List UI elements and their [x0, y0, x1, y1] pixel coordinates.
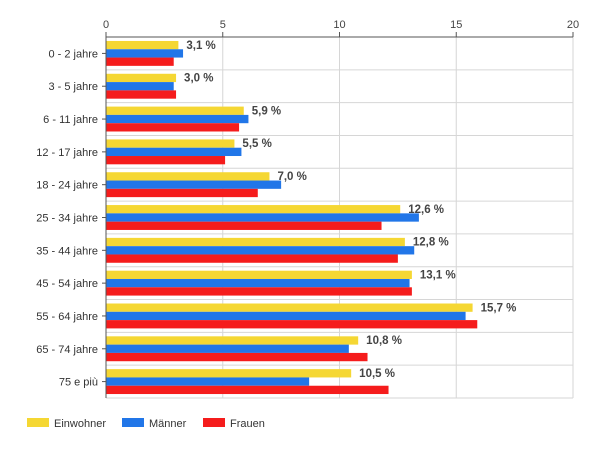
category-label: 12 - 17 jahre	[36, 147, 98, 159]
category-label: 25 - 34 jahre	[36, 213, 98, 225]
data-label: 10,5 %	[359, 368, 395, 380]
axes	[105, 36, 573, 398]
data-labels: 3,1 % 3,0 % 5,9 % 5,5 % 7,0 % 12,6 % 12,8 % 13,…	[184, 40, 516, 380]
bar-einwohner	[106, 73, 177, 83]
bar-männer	[106, 344, 349, 353]
bar-frauen	[106, 385, 389, 395]
legend-swatch-frauen	[203, 418, 225, 427]
bar-männer	[106, 49, 184, 58]
bar-frauen	[106, 123, 240, 132]
x-axis-ticks: 0 5 10 15 20	[103, 19, 579, 37]
bar-frauen	[106, 57, 174, 66]
data-label: 10,8 %	[366, 335, 402, 347]
category-label: 55 - 64 jahre	[36, 311, 98, 323]
bars	[106, 40, 478, 395]
data-label: 5,5 %	[242, 138, 271, 150]
x-tick-label: 15	[450, 19, 462, 31]
x-tick-label: 10	[333, 19, 345, 31]
bar-einwohner	[106, 172, 270, 181]
bar-männer	[106, 311, 466, 321]
legend: Einwohner Männer Frauen	[27, 418, 265, 430]
data-label: 3,0 %	[184, 73, 213, 85]
bar-frauen	[106, 156, 226, 165]
bar-frauen	[106, 287, 412, 296]
category-label: 6 - 11 jahre	[43, 114, 98, 126]
bar-einwohner	[106, 237, 405, 247]
x-tick-label: 0	[103, 19, 109, 31]
bar-männer	[106, 180, 282, 189]
bar-männer	[106, 114, 249, 124]
bar-frauen	[106, 188, 258, 198]
bar-einwohner	[106, 336, 359, 345]
bar-männer	[106, 278, 410, 288]
bar-männer	[106, 82, 174, 91]
category-label: 45 - 54 jahre	[36, 278, 98, 290]
bar-männer	[106, 147, 242, 157]
bar-einwohner	[106, 270, 412, 279]
bar-einwohner	[106, 40, 179, 50]
data-label: 5,9 %	[252, 105, 281, 117]
bar-einwohner	[106, 205, 401, 214]
category-label: 0 - 2 jahre	[48, 48, 98, 60]
legend-label: Einwohner	[54, 418, 106, 430]
bar-männer	[106, 246, 415, 255]
category-label: 65 - 74 jahre	[36, 344, 98, 356]
legend-label: Männer	[149, 418, 187, 430]
bar-einwohner	[106, 139, 235, 148]
data-label: 15,7 %	[481, 302, 517, 314]
bar-einwohner	[106, 106, 244, 115]
data-label: 7,0 %	[277, 171, 306, 183]
bar-männer	[106, 213, 419, 222]
bar-frauen	[106, 90, 177, 99]
x-tick-label: 5	[220, 19, 226, 31]
category-label: 75 e più	[59, 377, 98, 389]
bar-einwohner	[106, 303, 473, 312]
legend-swatch-einwohner	[27, 418, 49, 427]
legend-swatch-männer	[122, 418, 144, 427]
bar-frauen	[106, 254, 398, 263]
y-axis-ticks: 0 - 2 jahre 3 - 5 jahre 6 - 11 jahre 12 - 1…	[36, 48, 106, 389]
bar-frauen	[106, 352, 368, 362]
data-label: 12,6 %	[408, 204, 444, 216]
bar-männer	[106, 377, 310, 386]
category-label: 35 - 44 jahre	[36, 245, 98, 257]
category-label: 18 - 24 jahre	[36, 180, 98, 192]
x-tick-label: 20	[567, 19, 579, 31]
legend-label: Frauen	[230, 418, 265, 430]
data-label: 13,1 %	[420, 269, 456, 281]
bar-frauen	[106, 221, 382, 230]
bar-einwohner	[106, 369, 352, 378]
data-label: 3,1 %	[186, 40, 215, 52]
data-label: 12,8 %	[413, 237, 449, 249]
category-label: 3 - 5 jahre	[48, 81, 98, 93]
bar-frauen	[106, 320, 478, 329]
